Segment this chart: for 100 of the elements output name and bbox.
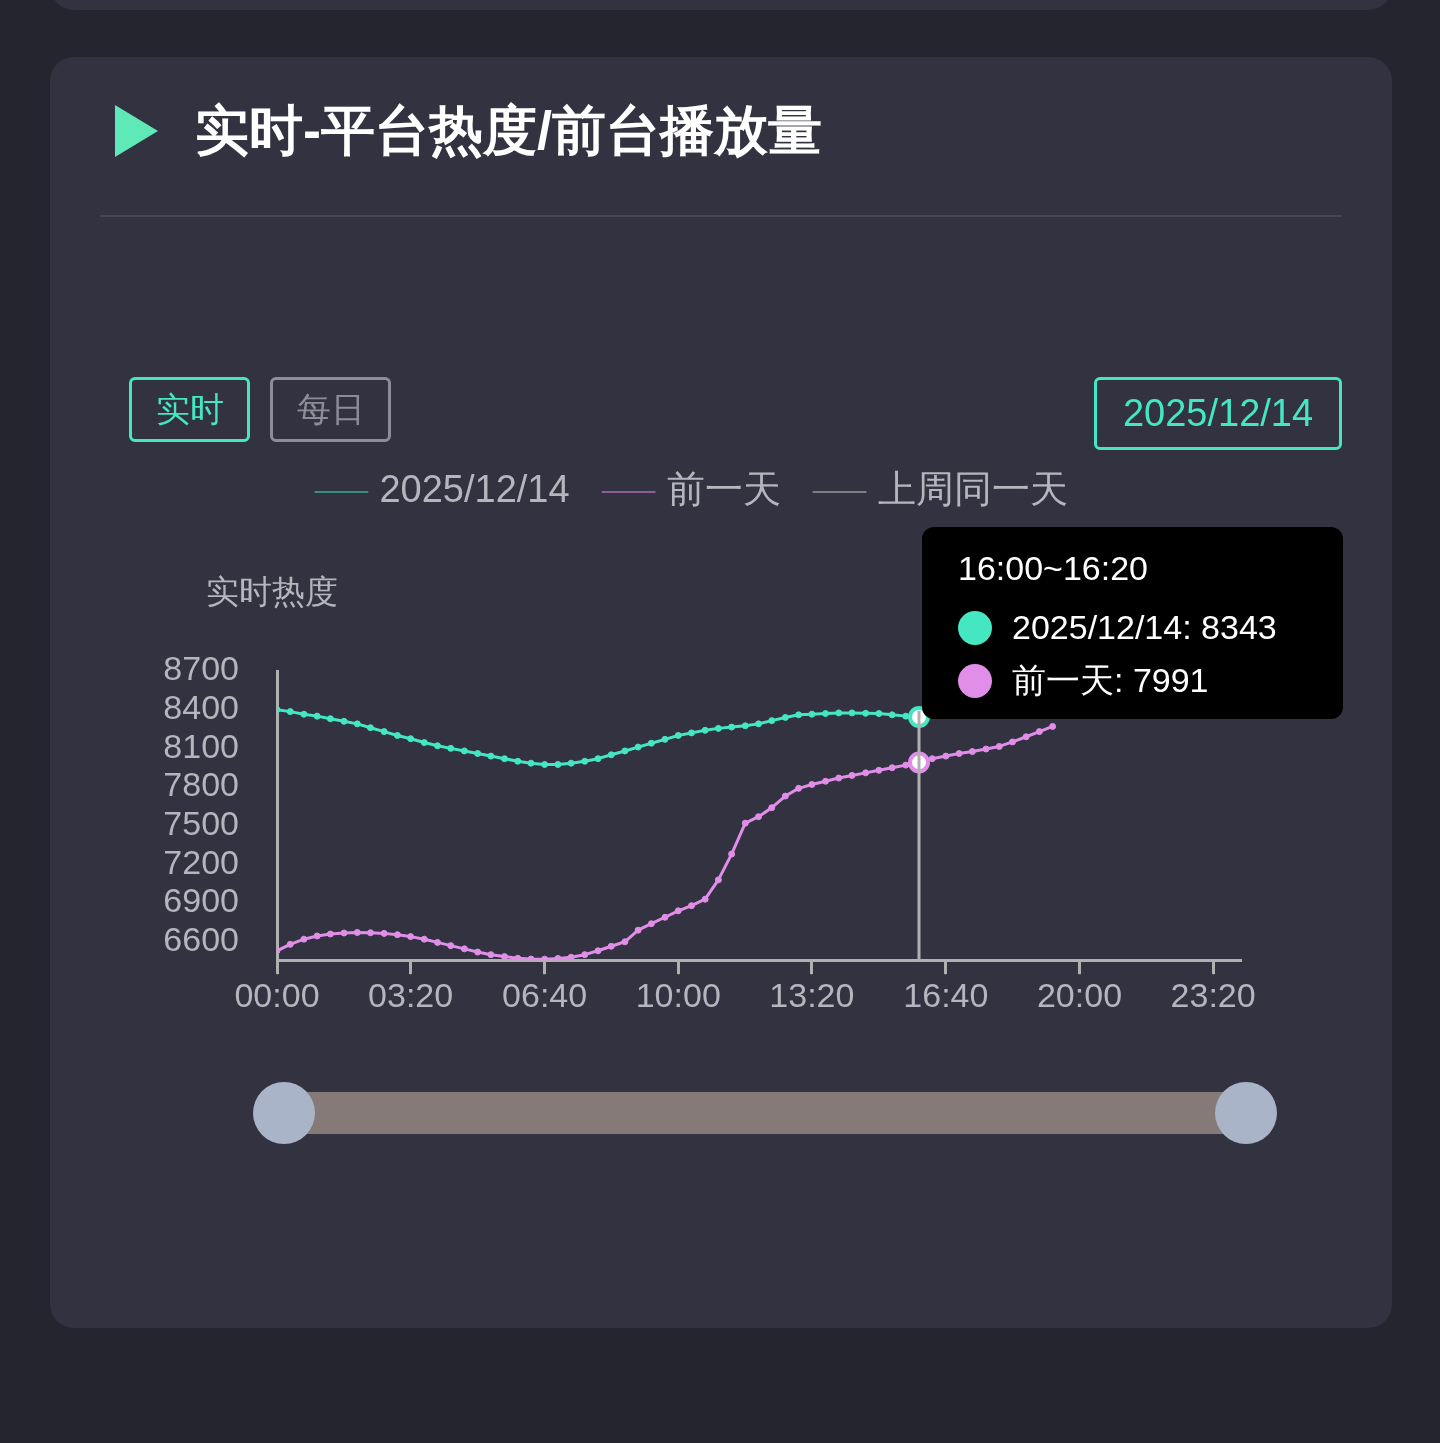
- point: [755, 720, 762, 728]
- point: [326, 930, 334, 938]
- point: [674, 907, 682, 915]
- point: [326, 715, 334, 723]
- point: [822, 710, 830, 718]
- point: [781, 792, 789, 800]
- legend-label: 前一天: [666, 468, 781, 511]
- point: [393, 931, 401, 939]
- y-tick-label: 8100: [163, 726, 239, 765]
- point: [862, 769, 870, 777]
- point: [340, 929, 348, 937]
- point: [313, 932, 321, 940]
- point: [928, 755, 936, 763]
- point: [674, 731, 682, 739]
- point: [286, 940, 294, 948]
- point: [474, 750, 482, 758]
- point: [781, 713, 789, 721]
- point: [554, 760, 562, 768]
- point: [393, 731, 401, 739]
- realtime-tab: 实时: [129, 377, 250, 442]
- y-tick-label: 8400: [163, 688, 239, 727]
- y-tick-label: 7200: [163, 842, 239, 881]
- point: [822, 777, 830, 785]
- point: [741, 819, 749, 827]
- y-tick-label: 6900: [163, 881, 239, 920]
- point: [621, 747, 629, 755]
- x-tick-label: 13:20: [769, 975, 855, 1014]
- point: [687, 902, 695, 910]
- point: [1035, 728, 1043, 736]
- point: [487, 752, 495, 760]
- point: [647, 739, 655, 747]
- y-tick-label: 7500: [163, 804, 239, 843]
- point: [701, 895, 709, 903]
- point: [607, 751, 615, 759]
- point: [902, 712, 910, 720]
- point: [995, 742, 1003, 750]
- point: [541, 955, 549, 961]
- point: [955, 750, 963, 758]
- point: [942, 752, 950, 760]
- x-tick-label: 00:00: [234, 975, 320, 1014]
- point: [687, 729, 695, 737]
- point: [741, 722, 749, 730]
- point: [634, 743, 642, 751]
- point: [514, 954, 522, 961]
- point: [714, 876, 722, 884]
- point: [714, 724, 722, 732]
- point: [501, 953, 509, 961]
- x-tick-label: 03:20: [368, 975, 454, 1014]
- y-tick-label: 7800: [163, 765, 239, 804]
- point: [420, 739, 428, 747]
- point: [286, 708, 294, 716]
- point: [808, 710, 816, 718]
- point: [407, 933, 415, 941]
- point: [380, 728, 388, 736]
- point: [768, 804, 776, 812]
- point: [300, 935, 308, 943]
- point: [581, 951, 589, 959]
- x-tick-label: 20:00: [1036, 975, 1123, 1014]
- point: [434, 938, 441, 946]
- legend-label: 2025/12/14: [379, 468, 570, 511]
- date-picker: 2025/12/14: [1094, 377, 1342, 450]
- point: [848, 709, 856, 717]
- point: [581, 757, 589, 765]
- tooltip: 16:00~16:20 2025/12/14: 8343 前一天: 7991: [922, 527, 1343, 719]
- point: [982, 745, 990, 753]
- point: [460, 945, 468, 953]
- point: [728, 723, 736, 731]
- daily-tab: 每日: [270, 377, 391, 442]
- point: [888, 764, 896, 772]
- point: [848, 771, 856, 779]
- point: [541, 760, 549, 768]
- point: [407, 735, 415, 743]
- point: [607, 942, 615, 950]
- point: [340, 717, 348, 725]
- point: [1049, 722, 1057, 730]
- annotation: 前一天: 7991: [1012, 659, 1209, 701]
- point: [795, 711, 803, 719]
- y-tick-label: 8700: [163, 649, 239, 688]
- point: [621, 938, 629, 946]
- point: [527, 759, 535, 767]
- point: [527, 955, 535, 961]
- point: [594, 947, 602, 955]
- point: [1022, 733, 1030, 741]
- x-tick-label: 16:40: [903, 975, 989, 1014]
- point: [835, 774, 843, 782]
- point: [313, 712, 321, 720]
- point: [795, 784, 803, 792]
- point: [514, 757, 522, 765]
- point: [647, 920, 655, 928]
- point: [501, 755, 509, 763]
- y-axis-title: 实时热度: [206, 572, 338, 612]
- point: [366, 724, 374, 732]
- point: [474, 948, 482, 956]
- point: [447, 744, 455, 752]
- point: [567, 953, 575, 961]
- point: [661, 735, 669, 743]
- x-tick-label: 06:40: [502, 975, 588, 1014]
- chart-title: 实时-平台热度/前台播放量: [195, 99, 822, 162]
- point: [1008, 738, 1016, 746]
- point: [353, 928, 361, 936]
